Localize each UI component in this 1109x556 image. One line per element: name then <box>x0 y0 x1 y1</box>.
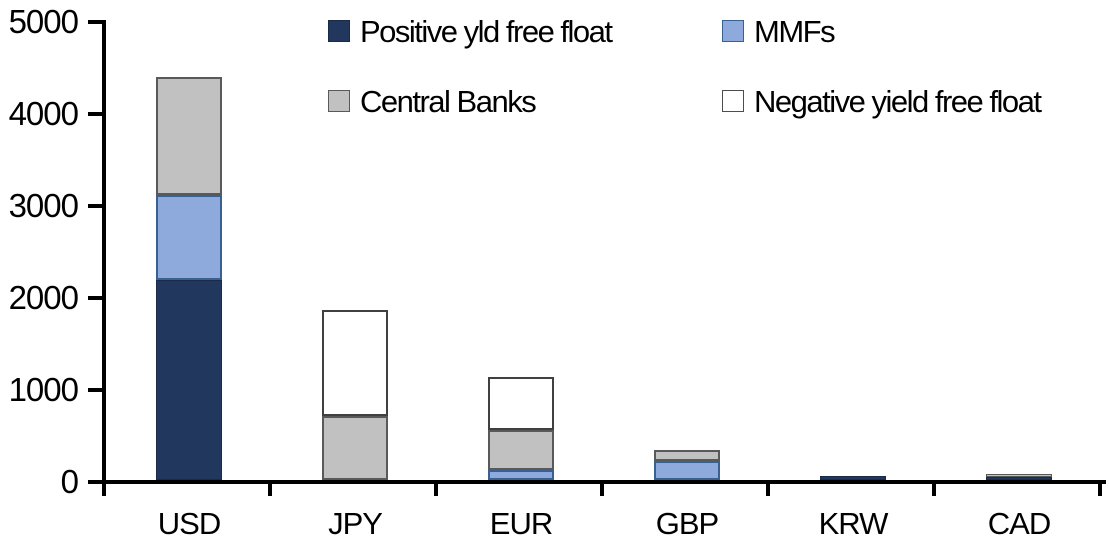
legend-label-negative-yield-free-float: Negative yield free float <box>754 84 1042 119</box>
bar-jpy-negative-yield-free-float <box>322 309 388 416</box>
bar-cad-central-banks <box>986 474 1052 478</box>
legend-swatch-negative-yield-free-float <box>722 90 744 112</box>
x-label-eur: EUR <box>489 506 553 541</box>
x-label-cad: CAD <box>987 506 1051 541</box>
x-tick-6 <box>1098 484 1102 496</box>
bar-eur-mmfs <box>488 469 554 480</box>
x-tick-4 <box>766 484 770 496</box>
y-tick-label-1000: 1000 <box>8 371 79 408</box>
bar-usd-central-banks <box>156 77 222 195</box>
x-label-usd: USD <box>157 506 221 541</box>
bar-cad-positive-yld-free-float <box>986 477 1052 480</box>
y-tick-label-3000: 3000 <box>8 187 79 224</box>
x-tick-0 <box>102 484 106 496</box>
bar-eur-central-banks <box>488 430 554 470</box>
x-label-gbp: GBP <box>655 506 719 541</box>
y-tick-3000 <box>88 204 102 208</box>
x-label-jpy: JPY <box>328 506 383 541</box>
x-label-krw: KRW <box>818 506 889 541</box>
legend-label-positive-yld-free-float: Positive yld free float <box>360 14 613 49</box>
legend-item-central-banks: Central Banks <box>328 84 537 120</box>
legend-label-central-banks: Central Banks <box>360 84 537 119</box>
y-tick-0 <box>88 480 102 484</box>
x-axis-line <box>102 480 1106 484</box>
y-tick-label-2000: 2000 <box>8 279 79 316</box>
bar-usd-positive-yld-free-float <box>156 280 222 480</box>
bar-gbp-central-banks <box>654 449 720 461</box>
y-tick-4000 <box>88 112 102 116</box>
legend-swatch-mmfs <box>722 20 744 42</box>
x-tick-2 <box>434 484 438 496</box>
y-tick-5000 <box>88 20 102 24</box>
bar-krw-positive-yld-free-float <box>820 475 886 480</box>
y-tick-2000 <box>88 296 102 300</box>
y-tick-label-5000: 5000 <box>8 3 79 40</box>
bar-jpy-central-banks <box>322 415 388 480</box>
bar-usd-mmfs <box>156 194 222 281</box>
y-axis-line <box>102 20 106 486</box>
x-tick-3 <box>600 484 604 496</box>
y-tick-label-0: 0 <box>60 463 79 500</box>
legend-swatch-positive-yld-free-float <box>328 20 350 42</box>
legend-item-positive-yld-free-float: Positive yld free float <box>328 14 613 50</box>
y-tick-label-4000: 4000 <box>8 95 79 132</box>
x-tick-5 <box>932 484 936 496</box>
bar-gbp-mmfs <box>654 460 720 480</box>
legend-swatch-central-banks <box>328 90 350 112</box>
x-tick-1 <box>268 484 272 496</box>
bar-eur-negative-yield-free-float <box>488 376 554 431</box>
legend-item-mmfs: MMFs <box>722 14 836 50</box>
y-tick-1000 <box>88 388 102 392</box>
legend-item-negative-yield-free-float: Negative yield free float <box>722 84 1042 120</box>
legend-label-mmfs: MMFs <box>754 14 836 49</box>
